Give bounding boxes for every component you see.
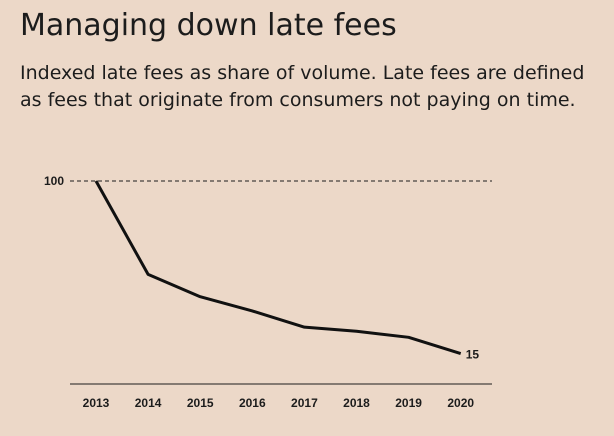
reference-line-label: 100	[44, 174, 64, 188]
x-tick-label: 2018	[343, 396, 370, 410]
x-tick-label: 2014	[135, 396, 162, 410]
x-tick-label: 2020	[447, 396, 474, 410]
chart-title: Managing down late fees	[20, 8, 397, 43]
x-tick-label: 2019	[395, 396, 422, 410]
x-tick-label: 2016	[239, 396, 266, 410]
end-value-label: 15	[466, 348, 480, 362]
x-tick-label: 2017	[291, 396, 318, 410]
series-line	[94, 180, 462, 355]
chart-subtitle: Indexed late fees as share of volume. La…	[20, 62, 585, 111]
x-tick-label: 2015	[187, 396, 214, 410]
x-tick-label: 2013	[83, 396, 110, 410]
